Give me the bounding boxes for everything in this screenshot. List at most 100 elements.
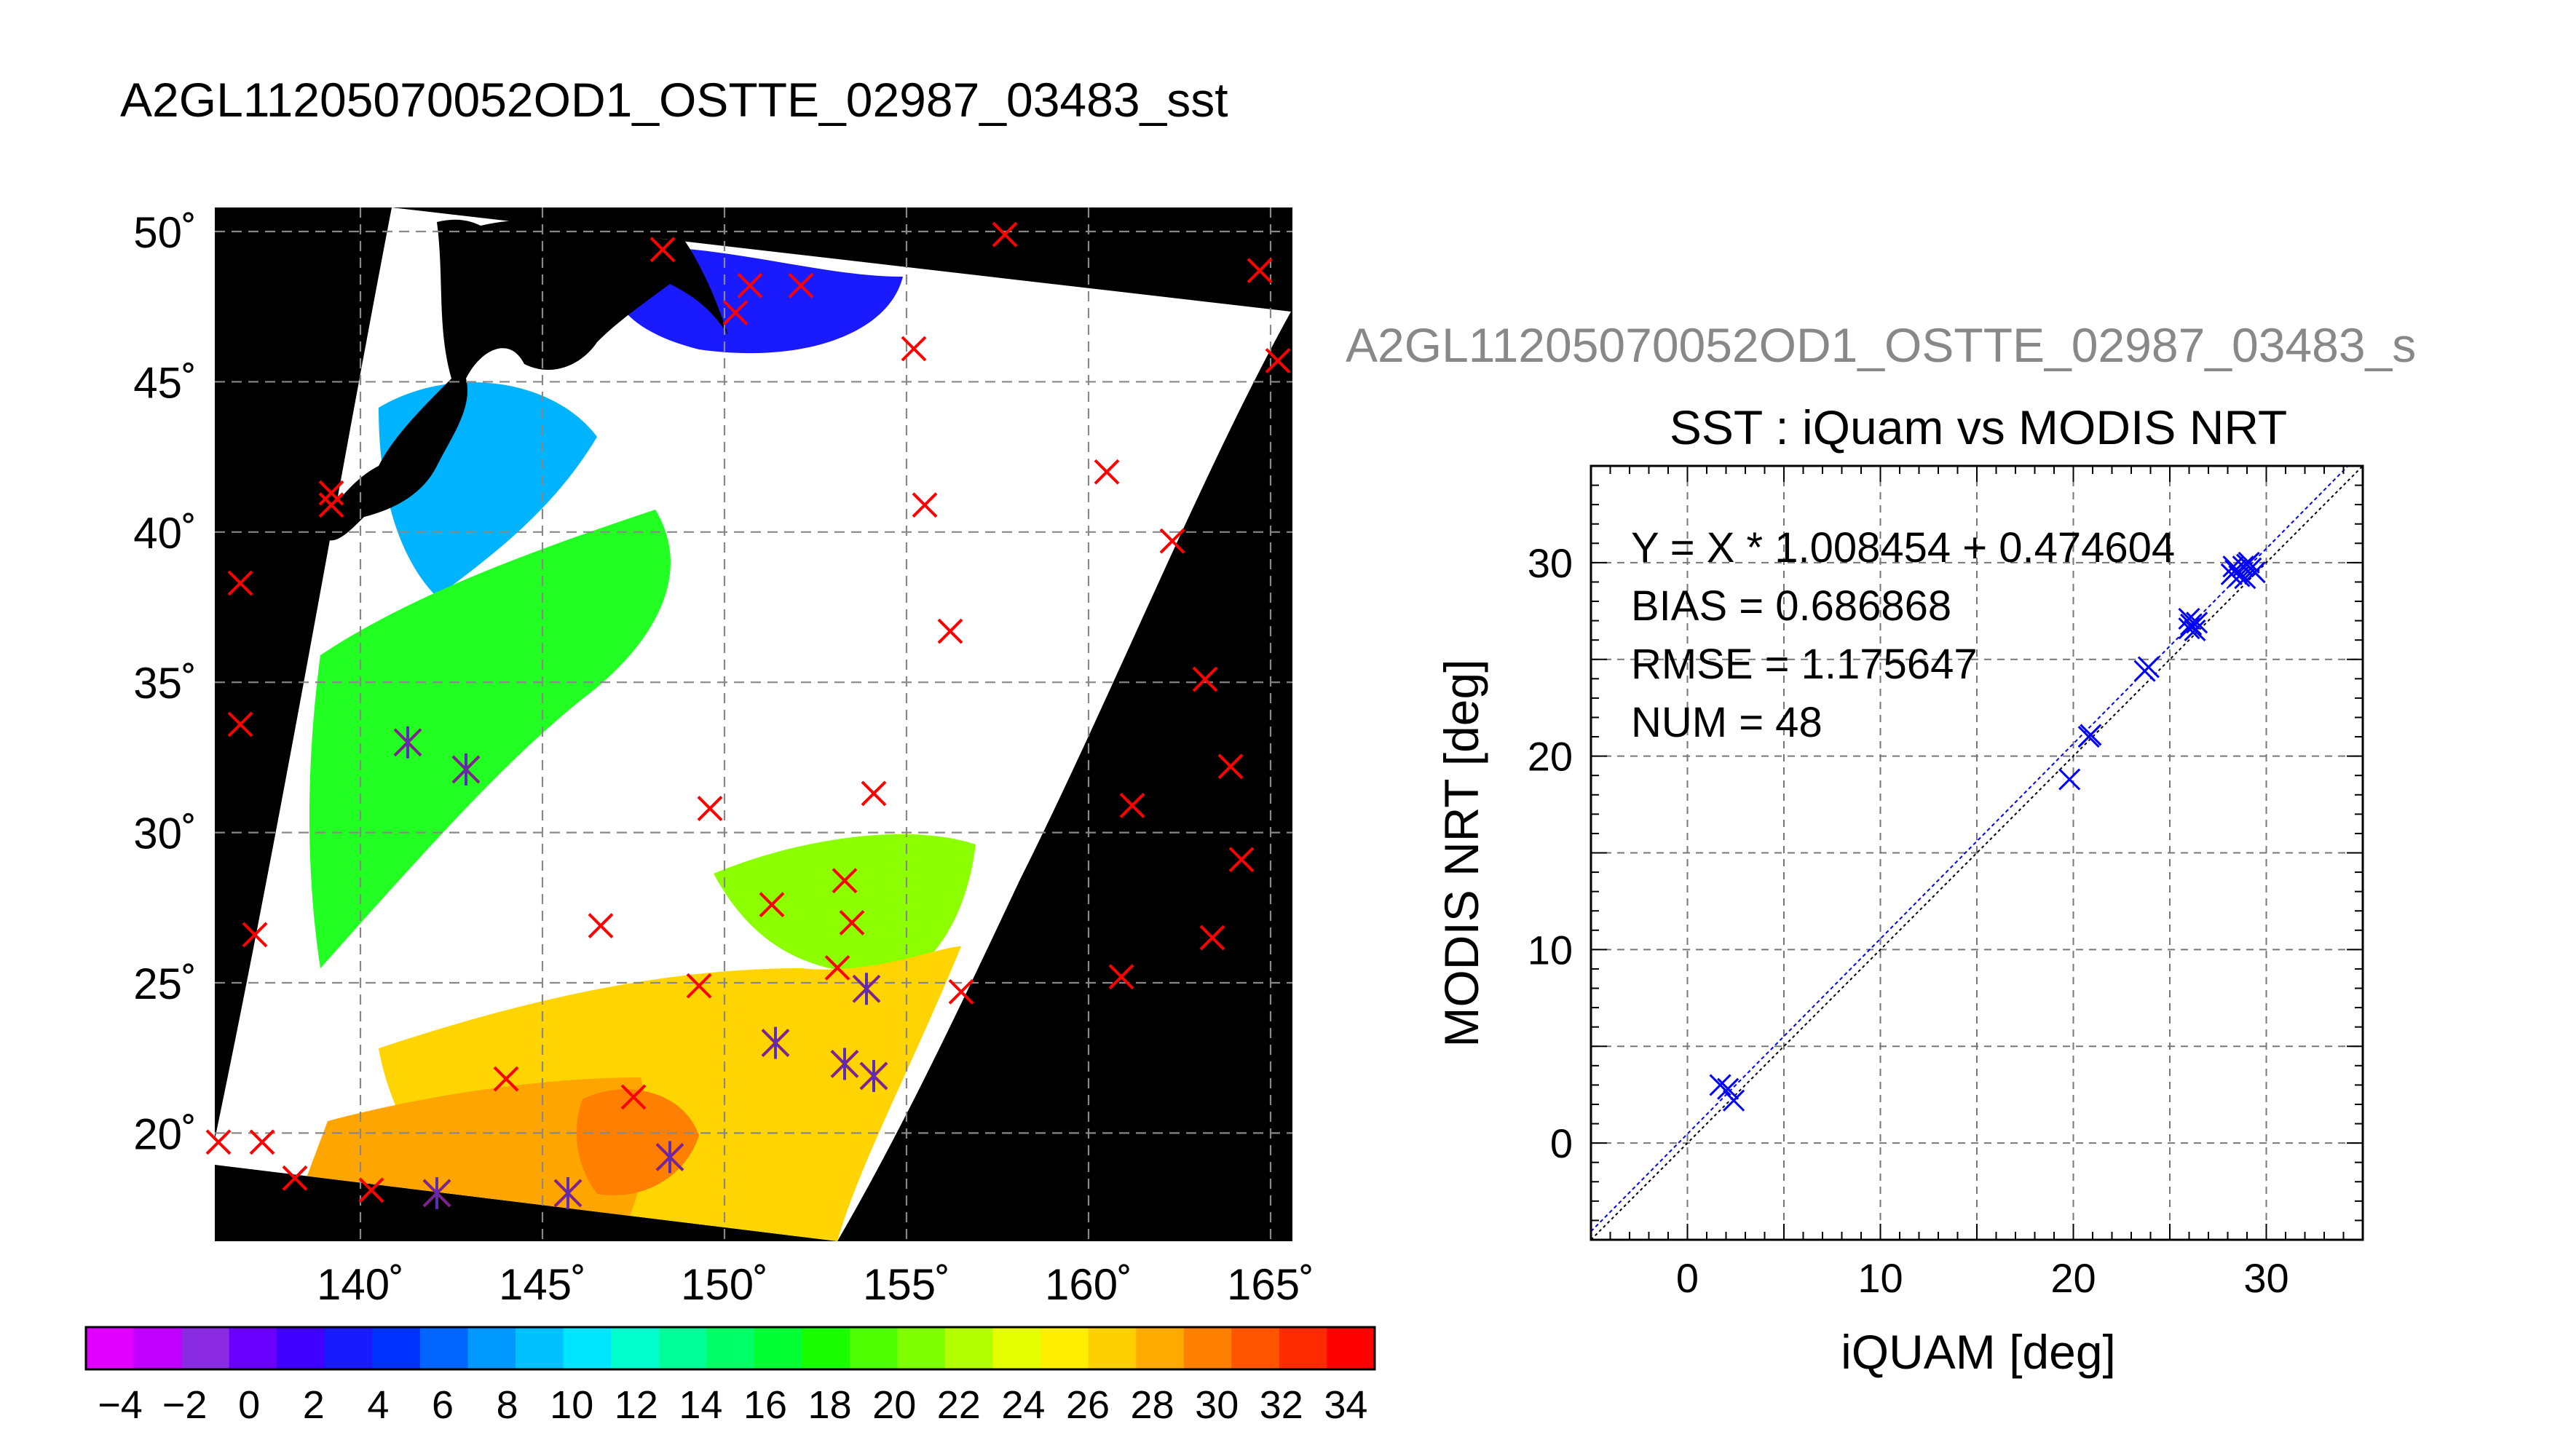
colorbar-swatch [86, 1327, 135, 1369]
outside-marker [824, 954, 850, 981]
colorbar-swatch [1136, 1327, 1185, 1369]
matched-marker [859, 1059, 888, 1092]
colorbar-label: 20 [872, 1383, 916, 1427]
x-tick-label: 20 [2050, 1255, 2096, 1301]
outside-marker [686, 973, 712, 999]
scatter-point [2180, 613, 2203, 636]
colorbar-swatch [563, 1327, 612, 1369]
colorbar-label: 24 [1001, 1383, 1045, 1427]
colorbar-swatch [611, 1327, 660, 1369]
fit-line [1590, 465, 2349, 1233]
lat-ticks: 50˚ 45˚ 40˚ 35˚ 30˚ 25˚ 20˚ [133, 208, 197, 1158]
scatter-title: SST : iQuam vs MODIS NRT [1670, 400, 2287, 454]
colorbar-label: 30 [1195, 1383, 1239, 1427]
colorbar-label: 26 [1066, 1383, 1110, 1427]
outside-marker [1199, 925, 1225, 951]
outside-marker [901, 336, 927, 362]
colorbar-swatch [1088, 1327, 1137, 1369]
outside-marker [205, 1129, 232, 1155]
sst-region-darkorange [576, 1089, 699, 1195]
x-tick-label: 0 [1676, 1255, 1699, 1301]
matched-marker [761, 1026, 790, 1059]
lon-tick-label: 150˚ [681, 1260, 768, 1309]
colorbar-label: 2 [303, 1383, 325, 1427]
lon-tick-label: 165˚ [1227, 1260, 1314, 1309]
matched-marker [451, 753, 481, 786]
outside-marker [588, 913, 614, 938]
matched-marker [655, 1141, 684, 1174]
outside-marker [620, 1084, 647, 1110]
matched-marker [830, 1048, 859, 1080]
colorbar-label: 18 [808, 1383, 852, 1427]
map-grid [215, 207, 1292, 1241]
outside-marker [318, 480, 344, 506]
colorbar-swatch [658, 1327, 707, 1369]
land-mass [313, 218, 728, 541]
main-title: A2GL11205070052OD1_OSTTE_02987_03483_sst [120, 73, 1228, 127]
scatter-point [2234, 567, 2256, 590]
colorbar-label: 10 [550, 1383, 593, 1427]
colorbar-label: −2 [162, 1383, 208, 1427]
colorbar-label: 22 [937, 1383, 981, 1427]
colorbar-swatch [372, 1327, 421, 1369]
outside-marker [948, 978, 974, 1005]
colorbar-swatch [1040, 1327, 1089, 1369]
lon-tick-label: 160˚ [1045, 1260, 1132, 1309]
scatter-point [2186, 612, 2208, 634]
scatter-point [1717, 1077, 1739, 1100]
colorbar-swatch [945, 1327, 994, 1369]
lat-tick-label: 40˚ [133, 509, 197, 558]
outside-marker [861, 780, 887, 807]
scatter-point [2080, 724, 2102, 746]
matched-marker [393, 726, 422, 759]
colorbar-swatch [897, 1327, 946, 1369]
outside-marker [1265, 348, 1291, 373]
scatter-point [2184, 619, 2206, 641]
outside-marker [227, 711, 253, 737]
outside-marker [318, 492, 344, 518]
colorbar-swatch [1279, 1327, 1327, 1369]
outside-marker [832, 868, 858, 894]
matched-marker [553, 1176, 583, 1209]
matched-markers [393, 726, 888, 1209]
stats-annotations: Y = X * 1.008454 + 0.474604 BIAS = 0.6868… [1631, 524, 2175, 746]
lon-tick-label: 140˚ [317, 1260, 404, 1309]
colorbar-swatch [754, 1327, 802, 1369]
colorbar-label: 34 [1324, 1383, 1367, 1427]
y-tick-label: 10 [1528, 927, 1573, 973]
outside-marker [358, 1177, 384, 1203]
colorbar-label: 32 [1260, 1383, 1303, 1427]
outside-marker [697, 796, 723, 821]
outside-marker [493, 1066, 519, 1092]
colorbar-label: −4 [98, 1383, 143, 1427]
scatter-point [1709, 1074, 1731, 1096]
scatter-point [2238, 551, 2260, 574]
scatter-plot: 0 10 20 30 0 10 20 30 Y = X * 1.008454 + 0.474… [1434, 464, 2364, 1379]
colorbar-label: 12 [615, 1383, 658, 1427]
scatter-grid [1591, 466, 2363, 1240]
colorbar-swatch [992, 1327, 1041, 1369]
sst-map: 50˚ 45˚ 40˚ 35˚ 30˚ 25˚ 20˚ 140˚ 145˚ 150˚ 155˚ 16… [133, 207, 1314, 1309]
lon-ticks: 140˚ 145˚ 150˚ 155˚ 160˚ 165˚ [317, 1260, 1314, 1309]
stats-line: NUM = 48 [1631, 699, 1823, 746]
sst-region-lightgreen [714, 834, 976, 976]
colorbar-swatch [706, 1327, 755, 1369]
scatter-y-ticks: 0 10 20 30 [1528, 540, 1573, 1166]
scatter-point [2137, 656, 2160, 678]
y-tick-label: 30 [1528, 540, 1573, 586]
colorbar-swatch [467, 1327, 516, 1369]
lat-tick-label: 35˚ [133, 659, 197, 708]
outside-marker [249, 1129, 275, 1155]
colorbar-label: 28 [1131, 1383, 1174, 1427]
lat-tick-label: 45˚ [133, 358, 197, 407]
y-tick-label: 0 [1550, 1120, 1573, 1166]
outside-marker [737, 272, 763, 298]
colorbar-frame [84, 1326, 1376, 1371]
outside-marker [227, 570, 253, 596]
lat-tick-label: 30˚ [133, 810, 197, 858]
y-tick-label: 20 [1528, 734, 1573, 780]
colorbar-swatch [1183, 1327, 1232, 1369]
outside-marker [1094, 459, 1120, 485]
stats-line: BIAS = 0.686868 [1631, 582, 1951, 630]
colorbar-swatch [229, 1327, 277, 1369]
